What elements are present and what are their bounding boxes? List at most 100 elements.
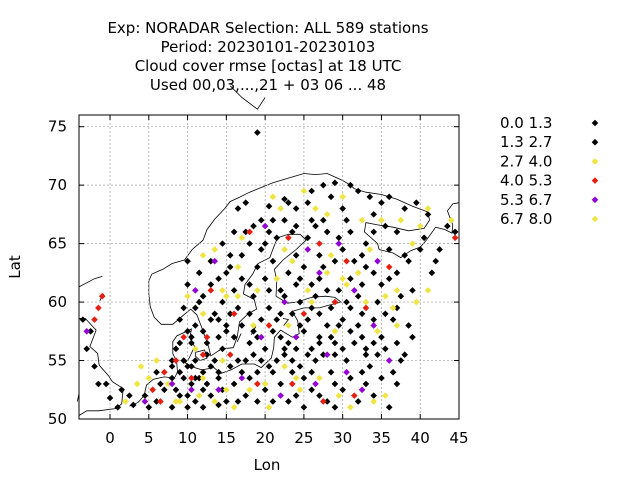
data-point bbox=[285, 322, 292, 329]
data-point bbox=[215, 333, 222, 341]
data-point bbox=[389, 368, 397, 376]
data-point bbox=[207, 316, 215, 323]
data-point bbox=[172, 386, 180, 394]
coastline-line bbox=[194, 349, 208, 361]
data-point bbox=[261, 222, 269, 230]
data-point bbox=[98, 292, 106, 300]
data-point bbox=[300, 374, 308, 382]
data-point bbox=[242, 199, 250, 206]
data-point bbox=[246, 339, 253, 347]
data-point bbox=[362, 380, 370, 388]
data-point bbox=[281, 298, 288, 306]
data-point bbox=[129, 401, 137, 409]
data-point bbox=[153, 398, 160, 405]
data-point bbox=[238, 322, 246, 329]
data-point bbox=[347, 228, 354, 236]
data-point bbox=[288, 310, 296, 318]
data-point bbox=[254, 380, 261, 388]
data-point bbox=[164, 380, 172, 388]
data-point bbox=[141, 392, 149, 399]
data-point bbox=[296, 386, 304, 394]
legend-marker bbox=[591, 138, 599, 146]
data-point bbox=[288, 368, 296, 376]
data-point bbox=[339, 386, 346, 394]
data-point bbox=[409, 240, 416, 247]
data-point bbox=[347, 181, 354, 189]
data-point bbox=[238, 252, 246, 259]
data-point bbox=[343, 281, 350, 288]
data-point bbox=[95, 304, 102, 312]
data-point bbox=[308, 216, 315, 224]
data-point bbox=[157, 380, 164, 388]
data-point bbox=[226, 263, 234, 271]
data-point bbox=[281, 216, 288, 224]
legend-label: 5.3 6.7 bbox=[500, 191, 552, 209]
data-point bbox=[180, 333, 187, 341]
data-point bbox=[199, 404, 207, 411]
data-point bbox=[223, 292, 230, 300]
title-line-3: Cloud cover rmse [octas] at 18 UTC bbox=[135, 57, 402, 75]
data-point bbox=[374, 351, 381, 358]
data-point bbox=[316, 374, 323, 382]
data-point bbox=[261, 386, 269, 394]
data-point bbox=[312, 380, 319, 388]
data-point bbox=[261, 240, 269, 247]
data-point bbox=[184, 328, 191, 335]
data-point bbox=[215, 386, 222, 394]
data-point bbox=[265, 287, 273, 294]
data-point bbox=[358, 281, 366, 288]
data-point bbox=[393, 228, 401, 236]
data-point bbox=[215, 275, 222, 282]
data-point bbox=[385, 193, 393, 201]
data-point bbox=[300, 404, 308, 411]
data-point bbox=[277, 205, 284, 212]
y-tick-label: 70 bbox=[48, 176, 67, 194]
data-point bbox=[370, 398, 377, 405]
data-point bbox=[335, 240, 343, 247]
data-point bbox=[234, 205, 242, 212]
data-point bbox=[292, 392, 300, 399]
data-point bbox=[246, 386, 253, 394]
data-point bbox=[339, 205, 346, 212]
data-point bbox=[331, 380, 339, 388]
data-point bbox=[215, 368, 222, 376]
data-point bbox=[230, 287, 238, 294]
data-point bbox=[184, 404, 191, 411]
data-point bbox=[331, 179, 339, 187]
data-point bbox=[432, 257, 440, 265]
data-point bbox=[281, 195, 288, 203]
data-point bbox=[277, 287, 284, 294]
data-point bbox=[215, 401, 222, 409]
data-point bbox=[195, 269, 203, 277]
data-point bbox=[308, 298, 315, 306]
axis-ticks: 0 5 10 15 20 25 30 35 40 45 50 55 60 65 70 75 bbox=[48, 115, 469, 447]
data-point bbox=[292, 252, 300, 259]
x-tick-label: 30 bbox=[333, 429, 352, 447]
data-point bbox=[319, 351, 327, 358]
data-point bbox=[416, 246, 424, 253]
data-point bbox=[188, 380, 195, 388]
data-point bbox=[288, 228, 296, 236]
coastline-line bbox=[282, 318, 290, 326]
title-line-1: Exp: NORADAR Selection: ALL 589 stations bbox=[107, 19, 428, 37]
data-point bbox=[358, 216, 366, 224]
data-point bbox=[366, 363, 374, 370]
data-point bbox=[296, 298, 304, 306]
data-point bbox=[254, 368, 261, 376]
y-tick-label: 50 bbox=[48, 410, 67, 428]
data-point bbox=[370, 269, 377, 277]
data-point bbox=[323, 322, 331, 329]
data-point bbox=[319, 398, 327, 405]
data-point bbox=[285, 398, 292, 405]
data-point bbox=[277, 380, 284, 388]
data-point bbox=[273, 357, 281, 364]
data-point bbox=[323, 287, 331, 294]
data-point bbox=[327, 333, 335, 341]
coastline-line bbox=[78, 317, 124, 416]
data-point bbox=[413, 298, 420, 306]
data-point bbox=[304, 199, 312, 206]
data-point bbox=[161, 386, 168, 394]
data-point bbox=[106, 394, 114, 402]
data-point bbox=[444, 222, 451, 230]
data-point bbox=[304, 316, 312, 323]
